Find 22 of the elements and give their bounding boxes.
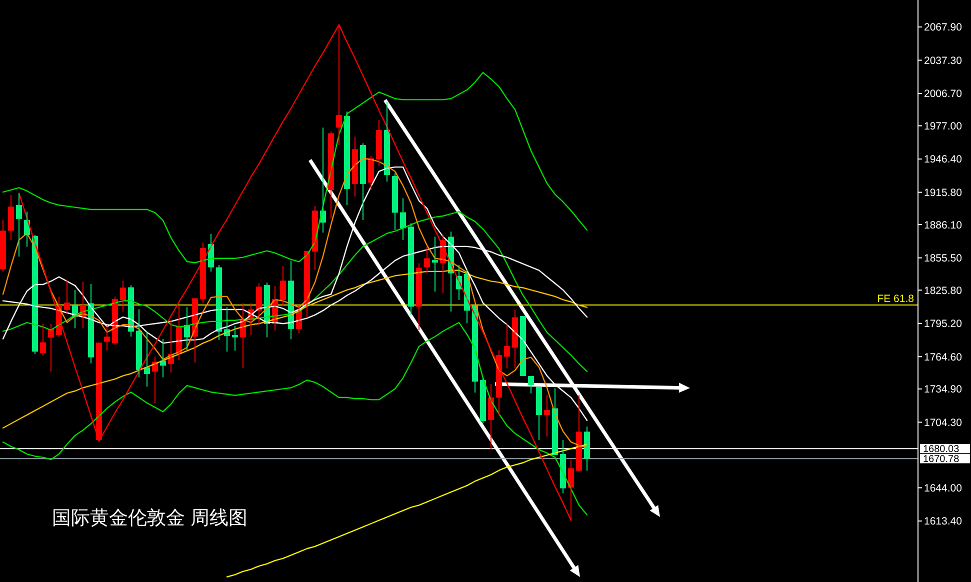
ref-line-label: 1670.78 — [923, 454, 960, 466]
y-tick-label: 1977.00 — [924, 120, 962, 132]
ref-line-label: 1680.03 — [923, 444, 960, 456]
y-tick-label: 1915.80 — [924, 186, 962, 199]
y-tick-label: 1613.40 — [924, 516, 962, 528]
line-series — [2, 270, 588, 429]
y-tick-label: 1644.00 — [924, 482, 962, 494]
ref-line-label: FE 61.8 — [877, 293, 914, 306]
y-tick-label: 1886.10 — [924, 219, 962, 232]
y-tick-label: 1704.30 — [924, 416, 962, 429]
text: 国际黄金伦敦金 周线图 — [52, 508, 248, 529]
y-tick-label: 1734.90 — [924, 384, 962, 396]
y-tick-label: 1764.60 — [924, 351, 962, 364]
y-tick-label: 1946.40 — [924, 154, 962, 166]
y-tick-label: 2037.30 — [924, 54, 962, 67]
y-tick-label: 1795.20 — [924, 318, 962, 330]
y-tick-label: 2067.90 — [924, 22, 962, 34]
y-tick-label: 1825.80 — [924, 284, 962, 297]
candlestick — [232, 326, 238, 352]
y-tick-label: 2006.70 — [924, 88, 962, 100]
y-tick-label: 1855.50 — [924, 252, 962, 265]
line-series — [2, 211, 588, 372]
